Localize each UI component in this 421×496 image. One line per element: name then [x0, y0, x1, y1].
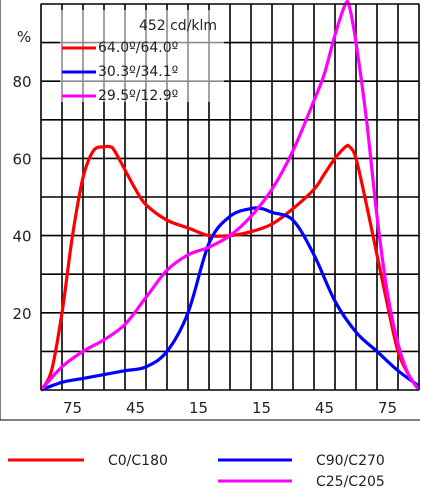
data-curves — [39, 0, 421, 392]
legend-box: 452 cd/klm 64.0º/64.0º 30.3º/34.1º 29.5º/12… — [60, 10, 224, 104]
y-tick-labels: % 20 40 60 80 — [12, 28, 31, 323]
y-tick-label: 80 — [12, 73, 31, 91]
y-tick-label: 60 — [12, 150, 31, 168]
x-tick-label: 75 — [63, 399, 82, 417]
x-tick-label: 45 — [315, 399, 334, 417]
x-tick-label: 15 — [252, 399, 271, 417]
legend-entry: 64.0º/64.0º — [98, 40, 178, 56]
legend-background — [60, 10, 224, 102]
x-tick-label: 45 — [126, 399, 145, 417]
x-tick-labels: 75 45 15 15 45 75 — [63, 399, 397, 417]
bottom-legend-label: C0/C180 — [108, 453, 168, 469]
legend-entry: 30.3º/34.1º — [98, 64, 178, 80]
series-line-c90-c270 — [40, 206, 420, 392]
y-tick-label: 20 — [12, 305, 31, 323]
x-tick-label: 15 — [189, 399, 208, 417]
legend-entry: 29.5º/12.9º — [98, 88, 178, 104]
bottom-legend: C0/C180 C90/C270 C25/C205 — [8, 453, 385, 490]
y-axis-unit-label: % — [17, 28, 31, 46]
y-tick-label: 40 — [12, 228, 31, 246]
bottom-legend-label: C25/C205 — [316, 474, 385, 490]
plot-frame — [40, 3, 420, 391]
x-tick-label: 75 — [378, 399, 397, 417]
series-line-c25-c205 — [39, 0, 421, 392]
legend-header: 452 cd/klm — [139, 18, 217, 34]
bottom-legend-label: C90/C270 — [316, 453, 385, 469]
